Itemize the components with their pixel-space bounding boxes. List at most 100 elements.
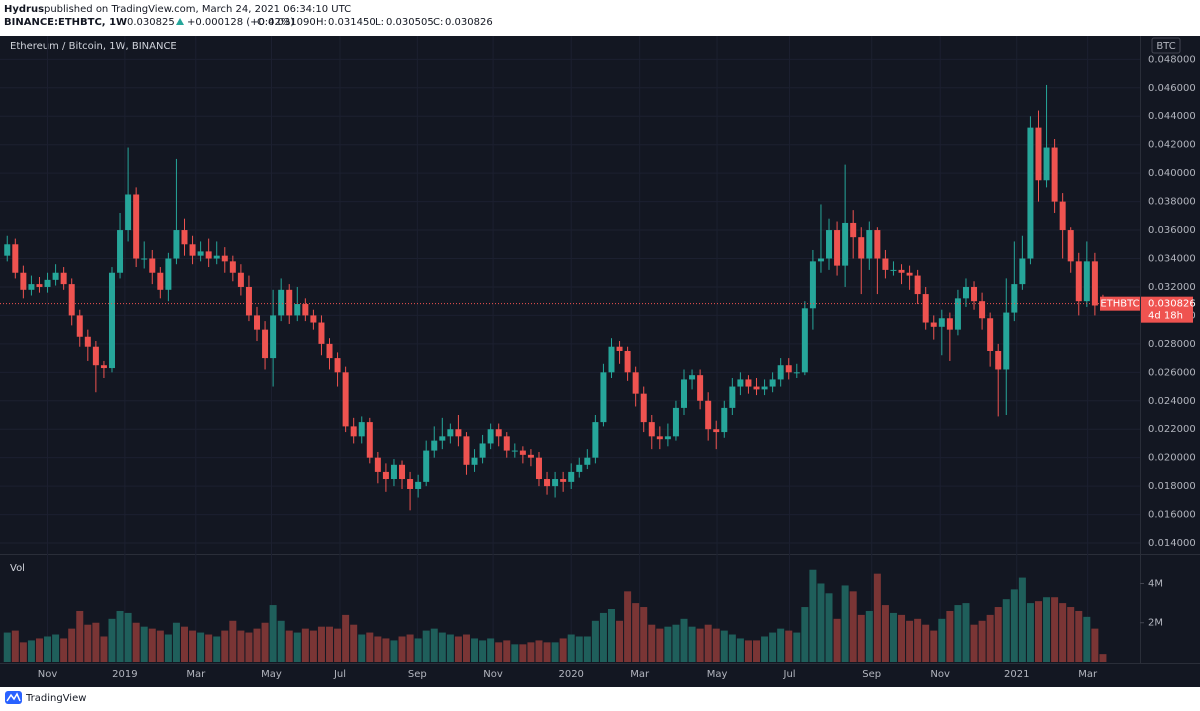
candle-body [640,393,647,423]
volume-bar [52,634,60,662]
volume-bar [1091,628,1099,662]
candle-body [92,346,99,366]
volume-bar [180,626,188,662]
candle-body [697,375,704,401]
volume-bar [809,569,817,662]
brand-logo [5,691,22,704]
candle-body [576,464,583,472]
volume-bar [342,614,350,662]
volume-bar [1083,616,1091,662]
volume-bar [583,636,591,662]
header-bg [0,0,1200,36]
candle-body [197,251,204,256]
candle-body [664,436,671,440]
volume-bar [1043,597,1051,662]
volume-bar [761,636,769,662]
volume-bar [35,638,43,662]
candle-body [415,481,422,489]
candle-body [737,379,744,387]
chart-title: Ethereum / Bitcoin, 1W, BINANCE [10,41,177,52]
candle-body [1019,258,1026,285]
volume-bar [366,632,374,662]
candle-body [439,436,446,441]
volume-bar [471,638,479,662]
volume-bar [390,640,398,662]
y-tick-label: 0.048000 [1148,54,1196,65]
y-tick-label: 0.020000 [1148,453,1196,464]
candle-body [76,315,83,337]
candle-body [36,284,43,287]
volume-bar [551,642,559,662]
candle-body [1003,312,1010,370]
volume-bar [261,622,269,662]
volume-bar [938,618,946,662]
footer-bg [0,687,1200,711]
volume-bar [60,638,68,662]
brand: TradingView [25,693,86,704]
x-tick-label: Jul [333,669,346,680]
volume-bar [575,636,583,662]
price-tag-text: 0.030826 [1148,299,1196,310]
volume-bar [334,628,342,662]
volume-bar [825,593,833,662]
volume-bar [624,591,632,662]
volume-bar [487,638,495,662]
volume-bar [640,607,648,662]
candle-body [254,315,261,330]
y-tick-label: 0.028000 [1148,339,1196,350]
ohlc: O: 0.031090 H: 0.031450 L: 0.030505 C: 0.030826 [257,17,493,28]
volume-bar [293,632,301,662]
candle-body [245,286,252,316]
author: Hydrus [4,4,44,15]
volume-bar [785,630,793,662]
published: published on TradingView.com, March 24, … [44,4,351,15]
volume-bar [406,634,414,662]
candle-body [431,440,438,451]
volume-bar [898,614,906,662]
volume-bar [132,622,140,662]
candle-body [60,272,67,285]
candle-body [761,386,768,390]
volume-bar [237,630,245,662]
candle-body [914,275,921,295]
candle-body [1067,230,1074,262]
volume-bar [148,628,156,662]
ohlc-label: C: [433,17,443,28]
volume-bar [229,620,237,662]
volume-bar [680,618,688,662]
ohlc-label: L: [375,17,384,28]
volume-bar [1034,601,1042,662]
candle-body [1083,261,1090,302]
volume-bar [527,642,535,662]
y-tick-label: 0.026000 [1148,367,1196,378]
volume-bar [793,632,801,662]
candle-body [342,372,349,427]
candle-body [4,244,11,256]
volume-bar [108,618,116,662]
volume-bar [301,628,309,662]
volume-bar [164,634,172,662]
volume-bar [857,614,865,662]
volume-bar [1059,603,1067,662]
volume-tick-label: 2M [1148,618,1163,629]
candle-body [721,407,728,433]
ohlc-value: 0.031090 [268,17,316,28]
candle-body [270,315,277,359]
volume-bar [1010,589,1018,662]
volume-bar [382,638,390,662]
volume-bar [213,636,221,662]
volume-bar [11,630,19,662]
candle-body [874,230,881,259]
volume-bar [430,628,438,662]
candle-body [44,279,51,287]
y-tick-label: 0.032000 [1148,282,1196,293]
volume-bar [3,632,11,662]
candle-body [350,426,357,437]
candle-body [938,318,945,327]
x-tick-label: Sep [408,669,427,680]
volume-bar [519,644,527,662]
x-tick-label: 2020 [558,669,583,680]
volume-bar [648,624,656,662]
candle-body [882,258,889,270]
